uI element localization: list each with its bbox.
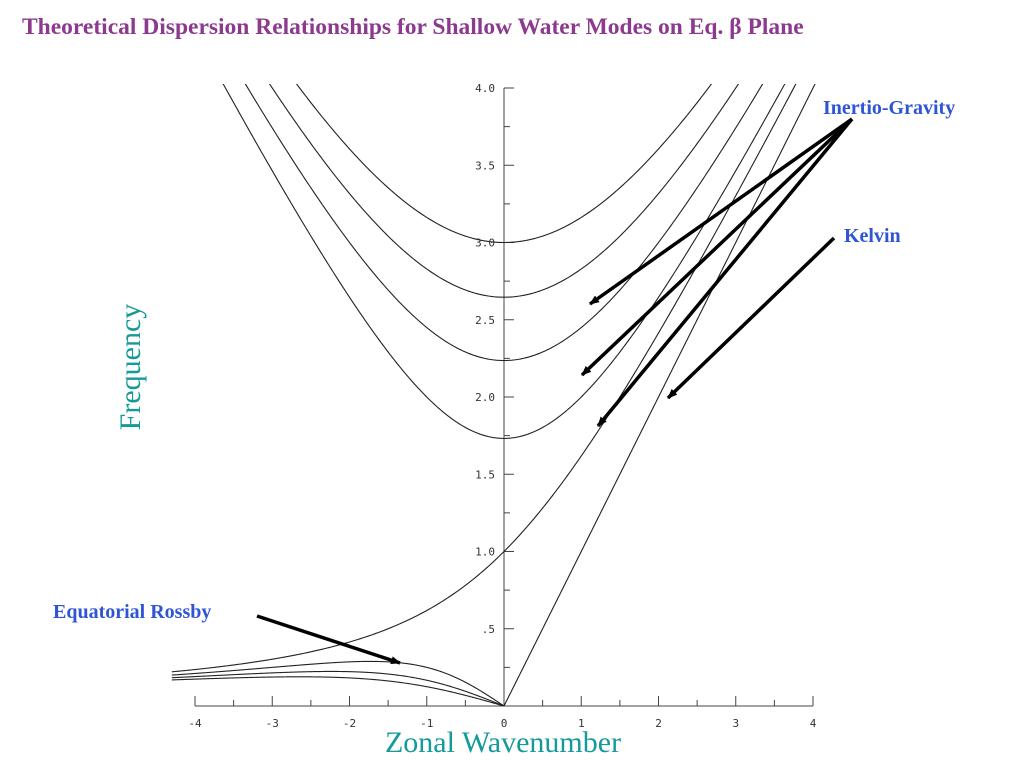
arrow-inertio-gravity-n1 — [588, 117, 854, 306]
annotation-inertio-gravity: Inertio-Gravity — [823, 97, 956, 119]
x-tick-label: -4 — [188, 717, 202, 730]
curves — [171, 84, 816, 706]
x-tick-label: 4 — [810, 717, 817, 730]
chart-title: Theoretical Dispersion Relationships for… — [22, 14, 804, 40]
tick-labels: -4 -3 -2 -1 0 1 2 3 4 .5 1.0 1.5 2.0 2.5 3.0 3.5 4.0 — [188, 82, 816, 730]
x-tick-label: 0 — [501, 717, 508, 730]
curve-kelvin — [503, 84, 816, 706]
curve-inertio-gravity-n4 — [295, 84, 713, 244]
x-tick-label: 2 — [655, 717, 662, 730]
curve-mixed-rossby-gravity — [171, 84, 797, 673]
curve-inertio-gravity-n1 — [222, 84, 786, 439]
y-tick-label: 2.0 — [475, 391, 495, 404]
curve-equatorial-rossby-n2 — [171, 670, 505, 706]
y-tick-label: 1.0 — [475, 546, 495, 559]
x-tick-label: -3 — [266, 717, 279, 730]
x-tick-label: -2 — [343, 717, 356, 730]
x-tick-label: -1 — [420, 717, 433, 730]
curve-equatorial-rossby-n1 — [171, 660, 505, 706]
annotation-arrows — [256, 117, 854, 665]
y-tick-label: 1.5 — [475, 468, 495, 481]
x-tick-label: 3 — [732, 717, 739, 730]
arrow-inertio-gravity-n2 — [580, 117, 854, 377]
annotation-kelvin: Kelvin — [844, 225, 901, 247]
x-axis-label: Zonal Wavenumber — [384, 726, 622, 759]
arrow-equatorial-rossby — [256, 614, 401, 665]
y-tick-label: 4.0 — [475, 82, 495, 95]
arrow-kelvin — [666, 236, 836, 400]
curve-inertio-gravity-n2 — [244, 84, 764, 362]
curve-equatorial-rossby-n3 — [171, 676, 505, 706]
x-tick-label: 1 — [578, 717, 585, 730]
curve-inertio-gravity-n3 — [268, 84, 740, 298]
annotation-equatorial-rossby: Equatorial Rossby — [53, 601, 212, 623]
y-tick-label: 3.5 — [475, 159, 495, 172]
y-tick-label: .5 — [482, 623, 495, 636]
y-tick-label: 3.0 — [475, 237, 495, 250]
arrow-inertio-gravity-n3 — [596, 117, 854, 428]
axes — [194, 87, 814, 707]
y-tick-label: 2.5 — [475, 314, 495, 327]
